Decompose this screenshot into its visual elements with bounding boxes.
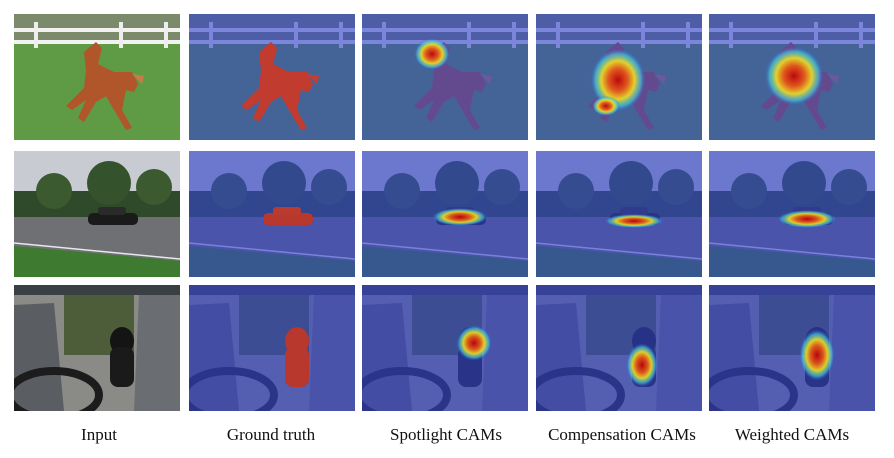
- horse-weighted-image: [709, 14, 875, 140]
- dog-comp-image: [536, 285, 702, 411]
- horse-input-image: [14, 14, 180, 140]
- car-spot-image: [362, 151, 528, 277]
- car-comp-image: [536, 151, 702, 277]
- label-compensation-cams: Compensation CAMs: [548, 425, 696, 444]
- car-gt-image: [189, 151, 355, 277]
- car-weighted-image: [709, 151, 875, 277]
- label-input: Input: [81, 425, 117, 444]
- label-weighted-cams: Weighted CAMs: [734, 425, 850, 444]
- dog-gt-image: [189, 285, 355, 411]
- label-spotlight-cams: Spotlight CAMs: [390, 425, 502, 444]
- dog-spot-image: [362, 285, 528, 411]
- label-ground-truth: Ground truth: [226, 425, 316, 444]
- horse-spot-image: [362, 14, 528, 140]
- horse-gt-image: [189, 14, 355, 140]
- car-input-image: [14, 151, 180, 277]
- horse-comp-image: [536, 14, 702, 140]
- dog-input-image: [14, 285, 180, 411]
- dog-weighted-image: [709, 285, 875, 411]
